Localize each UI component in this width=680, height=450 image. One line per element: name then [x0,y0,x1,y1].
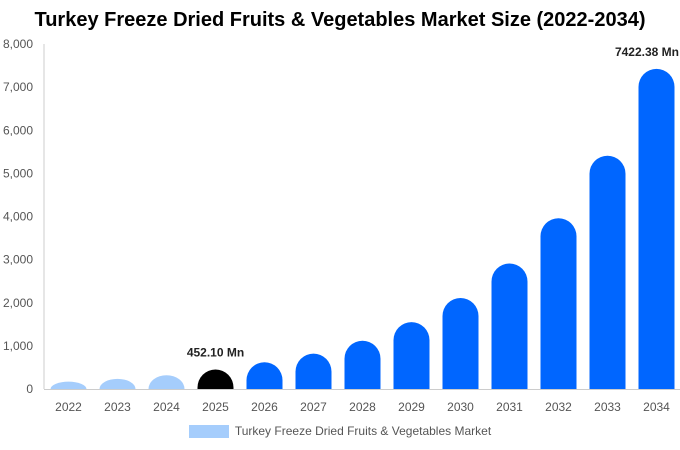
y-tick-label: 2,000 [3,296,33,310]
y-tick-label: 7,000 [3,80,33,94]
bar-2030 [442,298,479,389]
bar-2022 [50,381,87,389]
bar-2031 [491,263,528,389]
x-tick-label: 2032 [545,400,572,414]
data-labels: 452.10 Mn 7422.38 Mn [187,45,679,360]
bar-2029 [393,322,430,389]
x-tick-label: 2026 [251,400,278,414]
bar-2027 [295,353,332,389]
bar-series [50,68,675,390]
bar-2033 [589,155,626,389]
x-tick-label: 2028 [349,400,376,414]
y-tick-label: 0 [26,382,33,396]
x-axis: 2022 2023 2024 2025 2026 2027 2028 2029 2030 2031… [44,389,680,414]
x-tick-label: 2027 [300,400,327,414]
y-tick-label: 8,000 [3,37,33,51]
y-axis: 0 1,000 2,000 3,000 4,000 5,000 6,000 7,000 8,00… [3,37,45,396]
x-tick-label: 2030 [447,400,474,414]
legend-label: Turkey Freeze Dried Fruits & Vegetables … [234,424,492,438]
data-label-2025: 452.10 Mn [187,346,244,360]
legend: Turkey Freeze Dried Fruits & Vegetables … [0,424,680,438]
x-tick-label: 2023 [104,400,131,414]
y-tick-label: 4,000 [3,210,33,224]
x-tick-label: 2033 [594,400,621,414]
legend-swatch [188,424,229,438]
chart-title: Turkey Freeze Dried Fruits & Vegetables … [34,9,646,31]
x-tick-label: 2031 [496,400,523,414]
y-tick-label: 5,000 [3,166,33,180]
bar-2023 [99,378,136,389]
bar-2034 [638,68,675,390]
x-tick-label: 2022 [55,400,82,414]
bar-2028 [344,340,381,389]
x-tick-label: 2034 [643,400,670,414]
bar-2025 [197,369,234,389]
x-tick-label: 2025 [202,400,229,414]
y-tick-label: 1,000 [3,339,33,353]
bar-2032 [540,218,577,389]
data-label-2034: 7422.38 Mn [615,45,679,59]
bar-2026 [246,362,283,389]
x-tick-label: 2029 [398,400,425,414]
x-tick-label: 2024 [153,400,180,414]
bar-2024 [148,375,185,389]
y-tick-label: 6,000 [3,123,33,137]
y-tick-label: 3,000 [3,253,33,267]
